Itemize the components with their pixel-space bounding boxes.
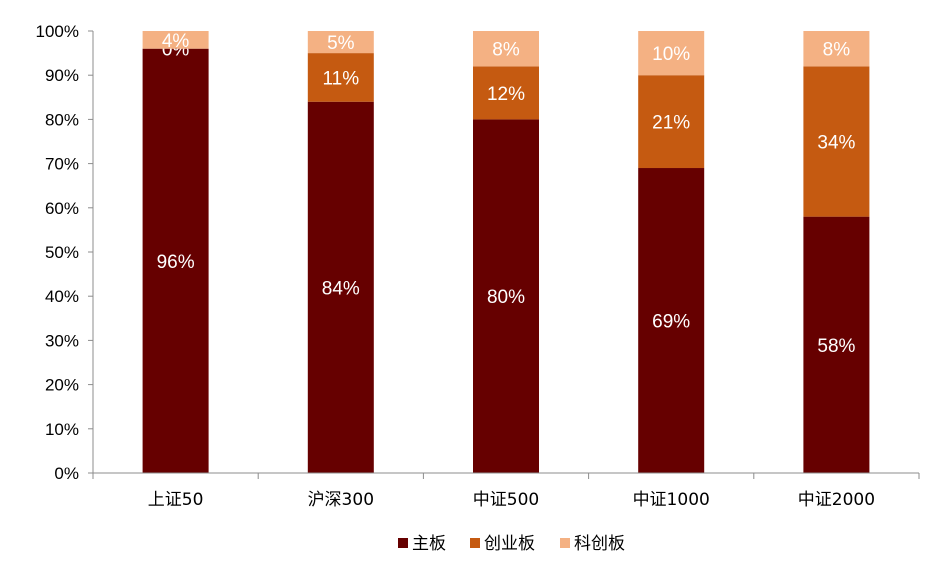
y-tick-label: 10% (45, 420, 79, 439)
y-tick-label: 0% (54, 464, 79, 483)
bar-segment (803, 66, 870, 217)
x-axis: 上证50 沪深300 中证500 中证1000 中证2000 (92, 472, 920, 510)
bar-segment (142, 48, 209, 474)
bar-segment (473, 31, 539, 67)
bar-segment (307, 31, 374, 54)
bar-segment (803, 31, 870, 67)
data-label: 5% (327, 33, 355, 54)
legend: 主板 创业板 科创板 (398, 534, 625, 554)
bar-segment (638, 31, 705, 76)
data-label: 8% (823, 40, 851, 61)
x-tick-label: 中证500 (473, 490, 539, 510)
data-label: 84% (322, 278, 360, 299)
y-tick-label: 70% (45, 155, 79, 174)
data-label: 34% (817, 133, 855, 154)
y-tick-label: 50% (45, 243, 79, 262)
bar-segment (307, 53, 374, 102)
legend-swatch (398, 538, 408, 548)
x-tick-label: 中证1000 (633, 490, 710, 510)
bar-segment (307, 101, 374, 473)
data-label: 69% (652, 312, 690, 333)
legend-swatch (470, 538, 480, 548)
data-label: 80% (487, 287, 525, 308)
y-tick-label: 90% (45, 66, 79, 85)
data-label: 4% (162, 31, 190, 52)
y-axis: 0% 10% 20% 30% 40% 50% 60% 70% 80% 90% 100% (36, 22, 94, 483)
y-tick-label: 100% (36, 22, 79, 41)
bar-segment (638, 75, 705, 169)
legend-label: 创业板 (484, 534, 535, 554)
y-tick-label: 20% (45, 376, 79, 395)
x-tick-label: 中证2000 (798, 490, 875, 510)
bar-segment (803, 216, 870, 473)
bar-segment (473, 119, 539, 474)
bar-segment (473, 66, 539, 120)
data-label: 96% (157, 252, 195, 273)
data-label: 10% (652, 44, 690, 65)
y-tick-label: 60% (45, 199, 79, 218)
x-tick-label: 沪深300 (308, 490, 374, 510)
data-label: 12% (487, 84, 525, 105)
bar-segment (142, 31, 209, 49)
bar-segment (638, 168, 705, 473)
data-label: 11% (322, 68, 359, 89)
y-tick-label: 30% (45, 331, 79, 350)
data-label: 21% (652, 113, 690, 134)
data-label: 8% (492, 40, 520, 61)
data-label: 58% (817, 336, 855, 357)
x-tick-label: 上证50 (148, 490, 204, 510)
legend-label: 科创板 (574, 534, 625, 554)
y-tick-label: 40% (45, 287, 79, 306)
bars: 96%0%4%84%11%5%80%12%8%69%21%10%58%34%8% (142, 31, 870, 474)
legend-swatch (560, 538, 570, 548)
legend-label: 主板 (412, 534, 446, 554)
y-tick-label: 80% (45, 110, 79, 129)
